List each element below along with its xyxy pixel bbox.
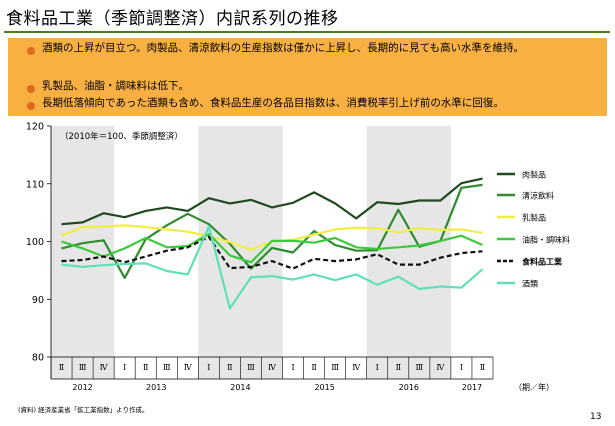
year-label: 2013 [146, 383, 166, 392]
y-tick-label: 100 [26, 237, 44, 248]
x-axis-label: （期／年） [514, 382, 554, 392]
summary-note: 乳製品、油脂・調味料は低下。 [42, 80, 189, 92]
quarter-label: Ⅰ [123, 363, 126, 372]
summary-box: 酒類の上昇が目立つ。肉製品、清涼飲料の生産指数は僅かに上昇し、長期的に見ても高い… [8, 38, 607, 116]
title-divider [4, 31, 610, 33]
legend-label: 食料品工業 [522, 257, 563, 267]
quarter-label: Ⅱ [143, 363, 148, 372]
bullet-icon [27, 85, 35, 93]
quarter-label: Ⅳ [436, 363, 445, 372]
source-note: (資料) 経済産業省「鉱工業指数」より作成。 [18, 406, 149, 414]
quarter-label: Ⅱ [227, 363, 232, 372]
bullet-icon [27, 47, 35, 55]
legend-label: 清涼飲料 [522, 191, 554, 201]
legend-label: 乳製品 [522, 213, 546, 223]
legend-label: 酒類 [522, 279, 538, 289]
page-title: 食料品工業（季節調整済）内訳系列の推移 [6, 9, 339, 29]
quarter-label: Ⅰ [207, 363, 210, 372]
legend-label: 油脂・調味料 [522, 235, 570, 245]
quarter-label: Ⅰ [291, 363, 294, 372]
year-label: 2017 [462, 383, 482, 392]
y-tick-label: 80 [32, 353, 44, 364]
year-shade-band [51, 126, 115, 379]
page-number: 13 [590, 412, 602, 422]
quarter-label: Ⅰ [460, 363, 463, 372]
y-tick-label: 110 [26, 179, 44, 190]
quarter-label: Ⅰ [376, 363, 379, 372]
year-shade-band [198, 126, 283, 379]
year-label: 2015 [314, 383, 334, 392]
bullet-icon [27, 102, 35, 110]
series-line [61, 232, 483, 264]
quarter-label: Ⅳ [352, 363, 361, 372]
series-line [61, 183, 483, 279]
quarter-label: Ⅲ [331, 363, 339, 372]
year-label: 2016 [399, 383, 419, 392]
series-line [61, 225, 484, 310]
quarter-label: Ⅲ [247, 363, 255, 372]
quarter-label: Ⅱ [480, 363, 485, 372]
chart-annotation: （2010年＝100、季節調整済） [60, 131, 183, 142]
quarter-label: Ⅲ [415, 363, 423, 372]
quarter-label: Ⅱ [311, 363, 316, 372]
year-shade-band [366, 126, 451, 379]
series-line [61, 177, 483, 226]
quarter-label: Ⅳ [268, 363, 277, 372]
y-tick-label: 90 [32, 295, 44, 306]
y-tick-label: 120 [26, 122, 44, 133]
quarter-label: Ⅱ [59, 363, 64, 372]
year-label: 2012 [72, 383, 92, 392]
year-label: 2014 [230, 383, 250, 392]
quarter-label: Ⅱ [396, 363, 401, 372]
series-line [61, 235, 483, 270]
quarter-label: Ⅲ [79, 363, 87, 372]
quarter-label: Ⅳ [184, 363, 193, 372]
summary-note: 酒類の上昇が目立つ。肉製品、清涼飲料の生産指数は僅かに上昇し、長期的に見ても高い… [42, 42, 525, 54]
legend-label: 肉製品 [522, 170, 546, 180]
quarter-label: Ⅲ [163, 363, 171, 372]
summary-note: 長期低落傾向であった酒類も含め、食料品生産の各品目指数は、消費税率引上げ前の水準… [42, 97, 504, 109]
quarter-label: Ⅳ [100, 363, 109, 372]
